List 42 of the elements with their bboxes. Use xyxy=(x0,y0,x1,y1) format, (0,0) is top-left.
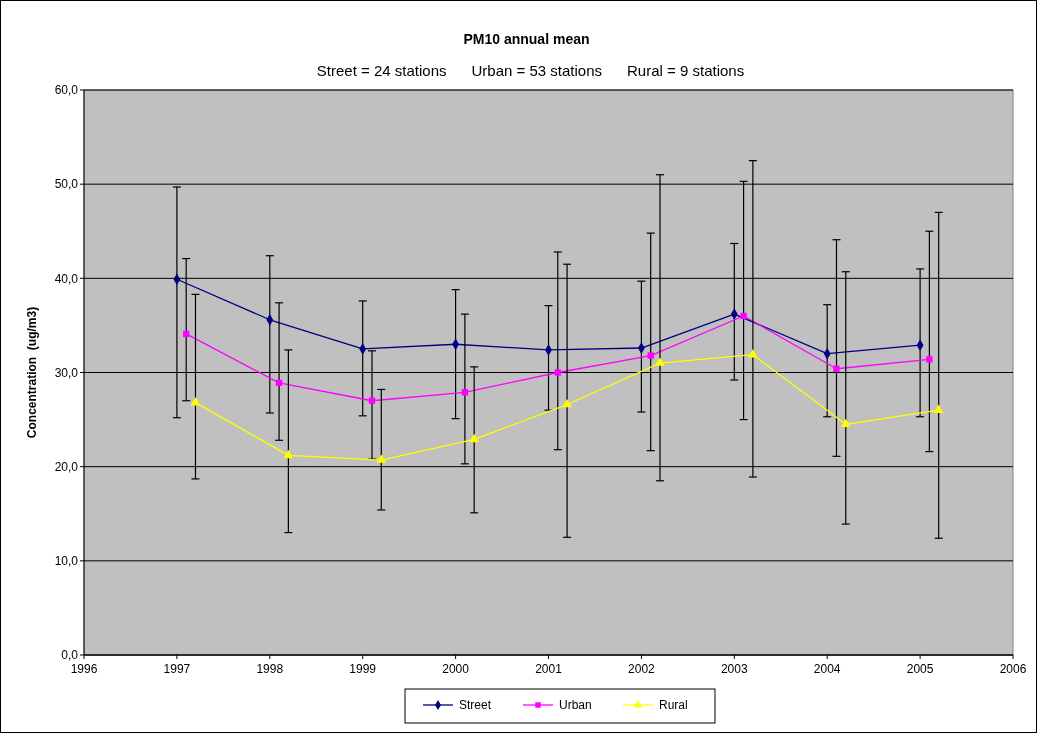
point xyxy=(655,357,665,366)
point xyxy=(190,397,201,406)
x-tick-label: 2001 xyxy=(535,662,563,676)
x-tick-label: 2002 xyxy=(628,662,656,676)
point xyxy=(554,369,561,376)
legend-label: Rural xyxy=(659,698,688,713)
y-tick-label: 0,0 xyxy=(61,648,79,663)
point xyxy=(562,398,572,408)
y-tick-label: 10,0 xyxy=(54,554,79,569)
point xyxy=(840,418,851,428)
legend-label: Urban xyxy=(559,698,592,713)
point xyxy=(183,330,190,338)
point xyxy=(833,365,840,372)
point xyxy=(376,454,387,463)
point xyxy=(368,397,376,404)
x-tick-label: 2003 xyxy=(720,662,748,676)
y-tick-label: 30,0 xyxy=(54,365,79,380)
point xyxy=(283,449,294,459)
point xyxy=(748,349,758,358)
x-tick-label: 2006 xyxy=(999,662,1027,676)
x-tick-label: 1997 xyxy=(163,662,191,676)
point xyxy=(926,356,933,363)
point xyxy=(740,312,747,320)
point xyxy=(461,389,469,396)
chart-subtitle: Street = 24 stations Urban = 53 stations Rural = 9 stations xyxy=(316,62,745,79)
y-tick-label: 40,0 xyxy=(54,271,79,286)
x-tick-label: 2005 xyxy=(906,662,934,676)
x-tick-label: 2004 xyxy=(813,662,841,676)
point xyxy=(933,404,944,413)
y-axis-title: Concentration (ug/m3) xyxy=(25,306,39,439)
y-tick-label: 20,0 xyxy=(54,459,79,474)
point xyxy=(275,379,283,387)
y-tick-label: 50,0 xyxy=(54,177,79,192)
point xyxy=(469,433,479,443)
y-tick-label: 60,0 xyxy=(54,83,79,98)
x-tick-label: 1998 xyxy=(256,662,284,676)
chart-title: PM10 annual mean xyxy=(463,31,590,47)
legend-label: Street xyxy=(459,698,492,713)
x-tick-label: 2000 xyxy=(442,662,470,676)
x-tick-label: 1996 xyxy=(70,662,98,676)
point xyxy=(647,352,654,359)
x-tick-label: 1999 xyxy=(349,662,377,676)
